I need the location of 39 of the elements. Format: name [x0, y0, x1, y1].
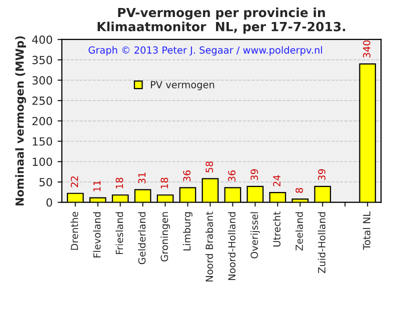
x-tick-label: Limburg: [183, 212, 192, 250]
legend-label: PV vermogen: [150, 81, 214, 90]
y-axis-title: Nominaal vermogen (MWp): [15, 36, 26, 206]
data-label: 39: [318, 169, 326, 180]
y-tick-label: 400: [32, 35, 52, 44]
data-label: 36: [228, 170, 236, 182]
data-label: 36: [183, 170, 191, 182]
x-tick-label: Total NL: [362, 211, 370, 250]
data-label: 31: [138, 172, 146, 184]
x-tick-label: Overijssel: [250, 212, 260, 258]
annotation: Graph © 2013 Peter J. Segaar / www.polderpv.nl: [88, 46, 322, 56]
data-label: 340: [363, 40, 370, 58]
data-label: 58: [206, 161, 214, 172]
y-tick-label: 50: [40, 178, 52, 186]
y-tick-label: 300: [32, 76, 52, 85]
x-tick-label: Zeeland: [295, 212, 303, 251]
x-tick-label: Utrecht: [272, 212, 280, 247]
x-tick-label: Friesland: [116, 212, 124, 254]
data-label: 24: [273, 175, 280, 186]
y-tick-label: 0: [46, 198, 52, 207]
x-tick-label: Gelderland: [138, 212, 146, 264]
chart-title: PV-vermogen per provincie in Klimaatmonitor NL, per 17-7-2013.: [98, 8, 346, 34]
data-label: 22: [70, 176, 78, 188]
y-tick-label: 350: [32, 56, 52, 64]
x-tick-label: Drenthe: [70, 212, 78, 250]
y-tick-label: 100: [32, 158, 52, 166]
y-tick-label: 250: [32, 96, 52, 105]
x-tick-label: Groningen: [160, 212, 170, 262]
data-label: 11: [93, 180, 100, 192]
x-tick-label: Noord Brabant: [206, 212, 214, 282]
data-label: 18: [116, 178, 124, 188]
data-label: 39: [250, 169, 258, 180]
x-tick-label: Noord-Holland: [228, 212, 236, 280]
x-tick-label: Zuid-Holland: [318, 212, 326, 274]
data-label: 18: [160, 178, 168, 188]
y-tick-label: 150: [32, 137, 52, 146]
data-label: 8: [296, 188, 303, 193]
y-tick-label: 200: [32, 116, 52, 126]
x-tick-label: Flevoland: [93, 212, 101, 258]
